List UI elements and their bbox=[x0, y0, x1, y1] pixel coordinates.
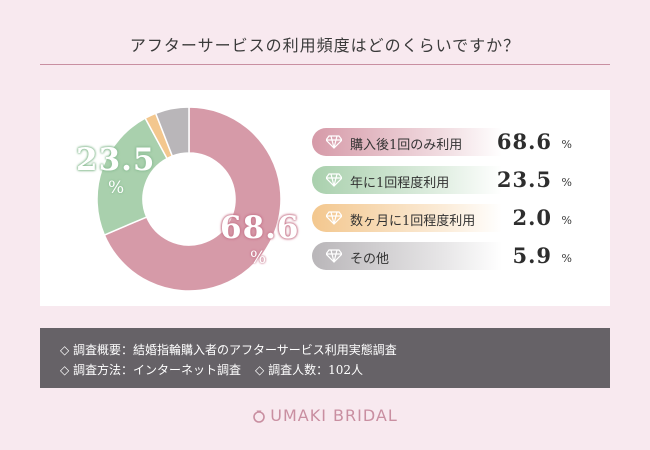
legend-item-4: その他 5.9 % bbox=[312, 242, 572, 270]
legend-item-1: 購入後1回のみ利用 68.6 % bbox=[312, 128, 572, 156]
survey-count: ◇ 調査人数：102人 bbox=[255, 363, 363, 377]
chart-card: 68.6 % 23.5 % 購入後1回のみ利用 68.6 % 年に1回程度利用 … bbox=[40, 90, 610, 306]
brand-name: UMAKI BRIDAL bbox=[270, 406, 398, 425]
brand-footer: UMAKI BRIDAL bbox=[0, 406, 650, 425]
legend-unit-1: % bbox=[561, 138, 572, 151]
legend-label-2: 年に1回程度利用 bbox=[350, 176, 450, 191]
title-divider bbox=[40, 64, 610, 65]
page-title: アフターサービスの利用頻度はどのくらいですか？ bbox=[129, 36, 521, 55]
legend-pill-1 bbox=[312, 128, 502, 156]
legend-value-4: 5.9 bbox=[512, 243, 552, 268]
donut-slice-1 bbox=[103, 106, 282, 292]
diamond-icon bbox=[326, 173, 342, 187]
survey-notes: ◇ 調査概要：結婚指輪購入者のアフターサービス利用実態調査 ◇ 調査方法：インタ… bbox=[40, 328, 610, 388]
survey-summary: ◇ 調査概要：結婚指輪購入者のアフターサービス利用実態調査 bbox=[60, 343, 397, 357]
diamond-icon bbox=[326, 249, 342, 263]
slice-label-unit-2: % bbox=[108, 178, 125, 198]
legend-value-3: 2.0 bbox=[512, 205, 552, 230]
donut-slice-4 bbox=[154, 106, 190, 158]
legend-item-2: 年に1回程度利用 23.5 % bbox=[312, 166, 572, 194]
legend-pill-2 bbox=[312, 166, 502, 194]
slice-label-value-1: 68.6 bbox=[220, 210, 300, 246]
legend-unit-4: % bbox=[561, 252, 572, 265]
chart-legend: 購入後1回のみ利用 68.6 % 年に1回程度利用 23.5 % 数ヶ月に1回程… bbox=[312, 128, 572, 280]
survey-method: ◇ 調査方法：インターネット調査 bbox=[60, 363, 242, 377]
diamond-icon bbox=[326, 211, 342, 225]
legend-label-4: その他 bbox=[350, 252, 390, 267]
ring-icon bbox=[253, 410, 266, 423]
legend-pill-3 bbox=[312, 204, 502, 232]
legend-item-3: 数ヶ月に1回程度利用 2.0 % bbox=[312, 204, 572, 232]
slice-label-value-2: 23.5 bbox=[76, 142, 156, 178]
legend-label-1: 購入後1回のみ利用 bbox=[350, 138, 463, 153]
donut-chart bbox=[96, 106, 282, 292]
legend-unit-2: % bbox=[561, 176, 572, 189]
legend-pill-4 bbox=[312, 242, 502, 270]
legend-label-3: 数ヶ月に1回程度利用 bbox=[350, 214, 476, 229]
legend-unit-3: % bbox=[561, 214, 572, 227]
slice-label-unit-1: % bbox=[250, 248, 267, 268]
legend-value-2: 23.5 bbox=[496, 167, 552, 192]
survey-method-row: ◇ 調査方法：インターネット調査 ◇ 調査人数：102人 bbox=[60, 360, 610, 380]
diamond-icon bbox=[326, 135, 342, 149]
legend-value-1: 68.6 bbox=[496, 129, 552, 154]
